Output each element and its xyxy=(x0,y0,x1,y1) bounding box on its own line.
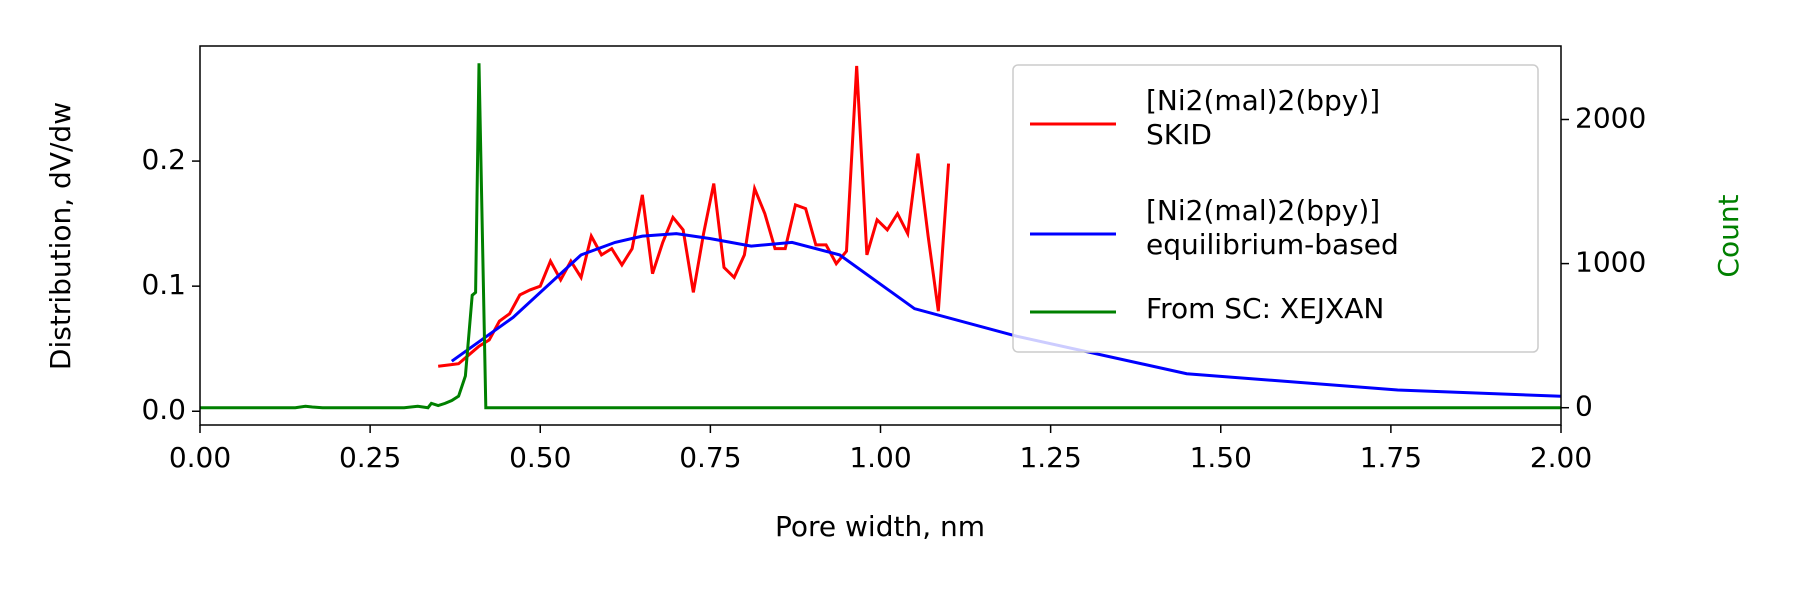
series-line xyxy=(200,63,1561,410)
x-tick-label: 1.50 xyxy=(1190,441,1252,474)
x-tick-label: 1.25 xyxy=(1019,441,1081,474)
legend-entry: [Ni2(mal)2(bpy)] equilibrium-based xyxy=(1146,194,1399,261)
x-tick-label: 0.75 xyxy=(679,441,741,474)
legend-label: [Ni2(mal)2(bpy)] equilibrium-based xyxy=(1146,194,1399,261)
legend-entry: From SC: XEJXAN xyxy=(1146,292,1385,325)
y-tick-label: 0.2 xyxy=(141,143,186,176)
x-axis-label: Pore width, nm xyxy=(775,510,985,543)
series-line xyxy=(437,65,951,368)
legend-label: [Ni2(mal)2(bpy)] SKID xyxy=(1146,84,1381,151)
x-tick-label: 0.50 xyxy=(509,441,571,474)
x-tick-label: 1.75 xyxy=(1360,441,1422,474)
y-axis-label: Distribution, dV/dw xyxy=(44,102,77,370)
series-line xyxy=(450,232,1561,398)
y2-axis-label: Count xyxy=(1712,194,1745,277)
y2-tick-label: 0 xyxy=(1575,390,1593,423)
x-tick-label: 2.00 xyxy=(1530,441,1592,474)
y-tick-label: 0.0 xyxy=(141,393,186,426)
y-tick-label: 0.1 xyxy=(141,268,186,301)
legend-entry: [Ni2(mal)2(bpy)] SKID xyxy=(1146,84,1381,151)
plot-frame xyxy=(199,45,1562,426)
x-tick-label: 0.00 xyxy=(169,441,231,474)
x-tick-label: 0.25 xyxy=(339,441,401,474)
y2-tick-label: 1000 xyxy=(1575,246,1646,279)
x-tick-label: 1.00 xyxy=(849,441,911,474)
legend-box xyxy=(1012,64,1539,353)
y2-tick-label: 2000 xyxy=(1575,101,1646,134)
legend-label: From SC: XEJXAN xyxy=(1146,292,1385,325)
